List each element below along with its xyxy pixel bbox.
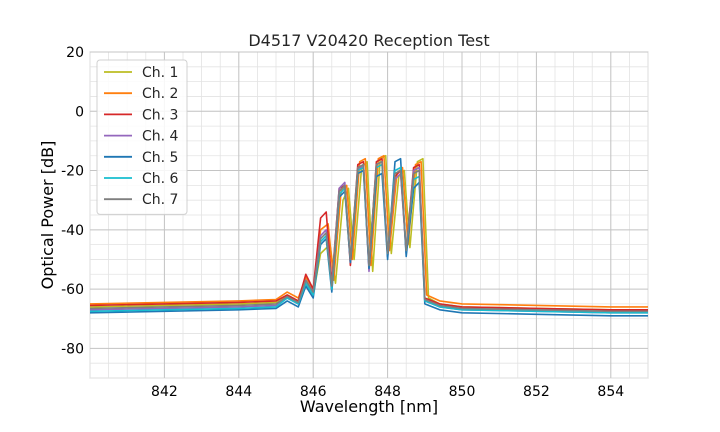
y-tick-label: -80 xyxy=(61,341,84,357)
tick-labels: 842 844 846 848 850 852 854 20 0 -20 -40 -60 -80 xyxy=(61,45,624,400)
x-tick-label: 844 xyxy=(225,384,252,400)
y-axis-label: Optical Power [dB] xyxy=(38,141,57,290)
legend-label-ch-1: Ch. 1 xyxy=(142,65,178,81)
legend-label-ch-2: Ch. 2 xyxy=(142,86,178,102)
x-tick-label: 846 xyxy=(300,384,327,400)
x-tick-label: 854 xyxy=(597,384,624,400)
legend-label-ch-3: Ch. 3 xyxy=(142,107,178,123)
legend-box xyxy=(96,59,188,215)
legend: Ch. 1 Ch. 2 Ch. 3 Ch. 4 Ch. 5 Ch. 6 Ch. 7 xyxy=(96,59,188,215)
y-tick-label: -40 xyxy=(61,223,84,239)
legend-label-ch-4: Ch. 4 xyxy=(142,129,179,145)
x-tick-label: 848 xyxy=(374,384,401,400)
y-tick-label: 20 xyxy=(66,45,84,61)
x-tick-label: 850 xyxy=(449,384,476,400)
series-layer xyxy=(89,154,648,317)
chart-title: D4517 V20420 Reception Test xyxy=(248,31,489,50)
legend-label-ch-5: Ch. 5 xyxy=(142,150,178,166)
x-tick-label: 852 xyxy=(523,384,550,400)
legend-label-ch-6: Ch. 6 xyxy=(142,171,179,187)
x-tick-label: 842 xyxy=(151,384,178,400)
legend-label-ch-7: Ch. 7 xyxy=(142,192,178,208)
series-line-ch-7 xyxy=(89,160,648,313)
x-axis-label: Wavelength [nm] xyxy=(300,397,438,416)
y-tick-label: 0 xyxy=(75,104,84,120)
y-tick-label: -60 xyxy=(61,282,84,298)
y-tick-label: -20 xyxy=(61,164,84,180)
